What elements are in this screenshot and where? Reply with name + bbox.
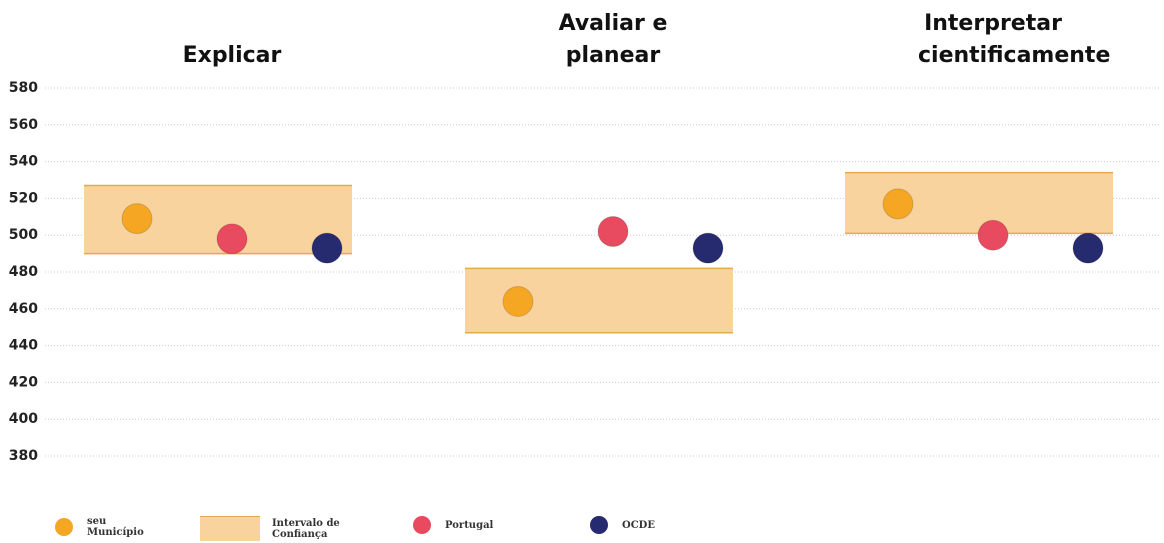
legend-label: Portugal	[445, 519, 494, 531]
group-title: Avaliar e planear	[483, 8, 743, 72]
y-tick-label: 460	[9, 301, 38, 317]
dot	[502, 285, 534, 317]
legend-swatch	[200, 516, 260, 541]
y-tick-label: 480	[9, 264, 38, 280]
legend-item: OCDE	[590, 516, 692, 534]
legend-swatch	[55, 518, 73, 536]
y-tick-label: 400	[9, 411, 38, 427]
group-title-text: Interpretar cientificamente	[918, 11, 1111, 68]
y-tick-label: 560	[9, 117, 38, 133]
legend-label: OCDE	[622, 519, 655, 531]
dot	[882, 188, 914, 220]
y-tick-label: 440	[9, 338, 38, 354]
legend-label: seu Município	[87, 516, 144, 538]
y-tick-label: 580	[9, 80, 38, 96]
legend-item: Portugal	[413, 516, 515, 534]
dot	[977, 219, 1009, 251]
legend-label: Intervalo de Confiança	[272, 517, 340, 540]
group-title: Interpretar cientificamente	[863, 8, 1123, 72]
y-tick-label: 520	[9, 190, 38, 206]
dot	[311, 232, 343, 264]
legend-item: seu Município	[55, 516, 157, 538]
legend-swatch	[590, 516, 608, 534]
dot	[692, 232, 724, 264]
y-tick-label: 420	[9, 374, 38, 390]
y-tick-label: 540	[9, 154, 38, 170]
dot	[216, 223, 248, 255]
dot	[597, 216, 629, 248]
group-title: Explicar	[102, 8, 362, 72]
y-tick-label: 500	[9, 227, 38, 243]
group-title-text: Explicar	[182, 43, 282, 68]
group-title-text: Avaliar e planear	[558, 11, 668, 68]
dot	[121, 203, 153, 235]
legend-swatch	[413, 516, 431, 534]
legend-item: Intervalo de Confiança	[200, 516, 342, 541]
dot	[1072, 232, 1104, 264]
y-tick-label: 380	[9, 448, 38, 464]
